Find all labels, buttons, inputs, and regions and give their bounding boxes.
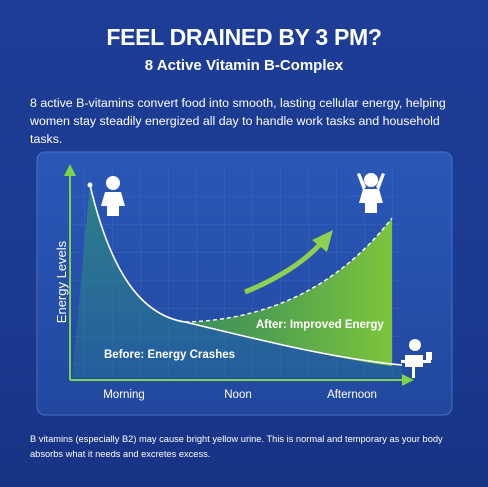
- x-label: Morning: [103, 389, 145, 401]
- x-label: Afternoon: [327, 389, 377, 401]
- after-area: [185, 218, 392, 366]
- x-arrow: [402, 374, 414, 386]
- arrow-head: [312, 230, 333, 252]
- woman-desk: [401, 339, 432, 378]
- before-area: [72, 185, 402, 378]
- start-dot: [87, 182, 93, 188]
- intro: 8 active B-vitamins convert food into sm…: [30, 96, 446, 146]
- woman-happy: [357, 173, 385, 213]
- title: FEEL DRAINED BY 3 PM?: [106, 24, 382, 50]
- improve-arrow: [244, 240, 324, 295]
- footnote: B vitamins (especially B2) may cause bri…: [30, 434, 443, 459]
- x-label: Noon: [224, 389, 252, 401]
- after-curve: [184, 217, 393, 323]
- y-label: Energy Levels: [54, 240, 69, 323]
- before-label: Before: Energy Crashes: [104, 349, 235, 361]
- subtitle: 8 Active Vitamin B-Complex: [144, 57, 344, 74]
- woman-tired: [101, 176, 125, 216]
- after-label: After: Improved Energy: [256, 319, 384, 331]
- y-arrow: [64, 164, 76, 176]
